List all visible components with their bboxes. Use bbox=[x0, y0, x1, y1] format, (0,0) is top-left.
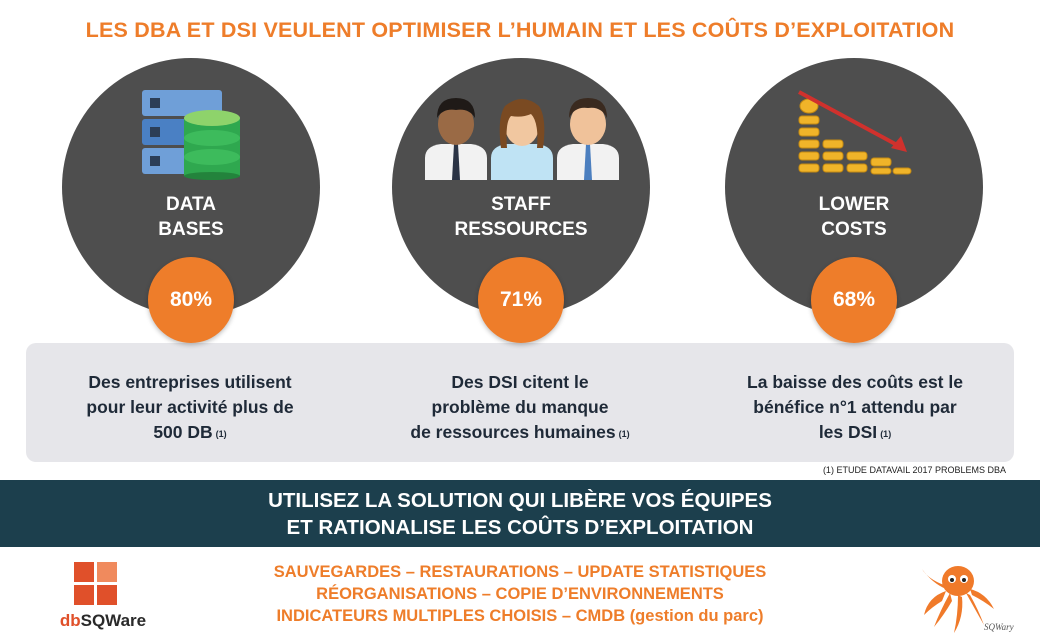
databases-label-line2: BASES bbox=[158, 219, 224, 240]
octopus-mascot-icon bbox=[922, 566, 994, 633]
source-footnote: (1) ETUDE DATAVAIL 2017 PROBLEMS DBA bbox=[822, 465, 1006, 475]
databases-label-line1: DATA bbox=[166, 194, 216, 215]
features-line2: RÉORGANISATIONS – COPIE D’ENVIRONNEMENTS bbox=[316, 585, 724, 603]
staff-desc-line1: Des DSI citent le bbox=[451, 372, 589, 392]
database-icon bbox=[142, 90, 240, 180]
databases-description: Des entreprises utilisent pour leur acti… bbox=[40, 370, 340, 448]
staff-label: STAFF RESSOURCES bbox=[392, 192, 650, 242]
databases-desc-line3: 500 DB bbox=[153, 422, 213, 442]
logo-text: dbSQWare bbox=[48, 611, 158, 631]
databases-desc-line2: pour leur activité plus de bbox=[86, 397, 294, 417]
databases-percent-badge: 80% bbox=[148, 257, 234, 343]
costs-desc-line2: bénéfice n°1 attendu par bbox=[753, 397, 957, 417]
banner-line1: UTILISEZ LA SOLUTION QUI LIBÈRE VOS ÉQUI… bbox=[268, 489, 772, 512]
databases-desc-line1: Des entreprises utilisent bbox=[88, 372, 292, 392]
features-list: SAUVEGARDES – RESTAURATIONS – UPDATE STA… bbox=[220, 561, 820, 627]
staff-description: Des DSI citent le problème du manque de … bbox=[370, 370, 670, 448]
costs-label: LOWER COSTS bbox=[725, 192, 983, 242]
staff-desc-line2: problème du manque bbox=[431, 397, 609, 417]
costs-percent-badge: 68% bbox=[811, 257, 897, 343]
mascot-signature: SQWary bbox=[984, 622, 1014, 632]
stats-band bbox=[26, 343, 1014, 462]
logo-brand: SQWare bbox=[80, 611, 147, 630]
falling-coins-icon bbox=[798, 90, 912, 175]
databases-label: DATA BASES bbox=[62, 192, 320, 242]
costs-label-line1: LOWER bbox=[818, 194, 890, 215]
databases-ref: (1) bbox=[215, 429, 227, 439]
costs-desc-line3: les DSI bbox=[818, 422, 878, 442]
page-title: LES DBA ET DSI VEULENT OPTIMISER L’HUMAI… bbox=[85, 18, 955, 42]
dbsqware-logo: dbSQWare bbox=[48, 562, 158, 632]
features-line1: SAUVEGARDES – RESTAURATIONS – UPDATE STA… bbox=[273, 563, 767, 581]
staff-label-line1: STAFF bbox=[491, 194, 551, 215]
features-line3: INDICATEURS MULTIPLES CHOISIS – CMDB (ge… bbox=[276, 607, 764, 625]
costs-description: La baisse des coûts est le bénéfice n°1 … bbox=[705, 370, 1005, 448]
logo-prefix: db bbox=[59, 611, 81, 630]
costs-ref: (1) bbox=[880, 429, 892, 439]
staff-label-line2: RESSOURCES bbox=[454, 219, 588, 240]
logo-squares-icon bbox=[74, 562, 120, 608]
costs-label-line2: COSTS bbox=[821, 219, 887, 240]
staff-ref: (1) bbox=[618, 429, 630, 439]
staff-people-icon bbox=[425, 98, 619, 180]
staff-percent-badge: 71% bbox=[478, 257, 564, 343]
banner-line2: ET RATIONALISE LES COÛTS D’EXPLOITATION bbox=[286, 516, 754, 539]
solution-banner: UTILISEZ LA SOLUTION QUI LIBÈRE VOS ÉQUI… bbox=[0, 480, 1040, 547]
costs-desc-line1: La baisse des coûts est le bbox=[747, 372, 963, 392]
staff-desc-line3: de ressources humaines bbox=[410, 422, 616, 442]
